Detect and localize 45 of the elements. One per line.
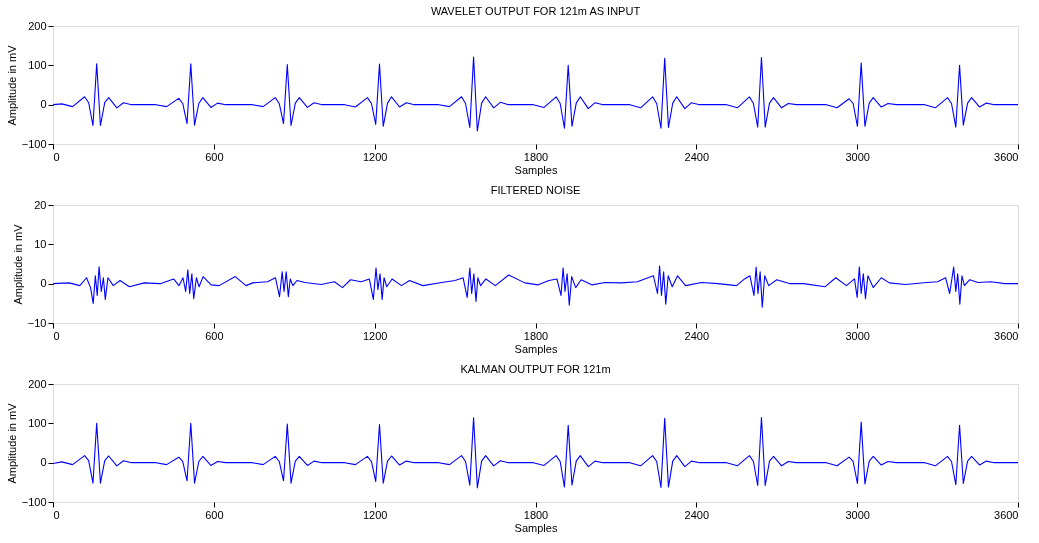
line-series — [53, 416, 1018, 489]
x-tick-label: 600 — [205, 508, 224, 521]
x-axis-title: Samples — [514, 342, 558, 355]
y-tick-label: 0 — [40, 277, 47, 290]
y-axis-title: Amplitude in mV — [11, 223, 24, 305]
x-tick-label: 3600 — [994, 508, 1019, 521]
y-tick-label: 20 — [34, 198, 47, 211]
y-tick-label: 10 — [34, 237, 47, 250]
x-tick-label: 3600 — [994, 150, 1019, 163]
x-tick-label: 0 — [53, 329, 60, 342]
x-tick-label: 2400 — [684, 329, 710, 342]
y-tick-label: 200 — [28, 19, 47, 32]
x-tick-label: 0 — [53, 150, 60, 163]
x-tick-label: 600 — [205, 150, 224, 163]
y-tick-label: −100 — [21, 495, 47, 508]
x-tick-label: 1800 — [523, 508, 549, 521]
y-axis-title: Amplitude in mV — [5, 402, 18, 484]
y-tick-label: 200 — [28, 377, 47, 390]
x-tick-label: 3000 — [845, 150, 870, 163]
x-axis-title: Samples — [514, 521, 558, 534]
x-tick-label: 3000 — [845, 329, 870, 342]
y-tick-label: 0 — [40, 456, 47, 469]
x-tick-label: 3600 — [994, 329, 1019, 342]
y-tick-label: 0 — [40, 98, 47, 111]
y-tick-label: 100 — [28, 416, 47, 429]
y-axis-title: Amplitude in mV — [5, 44, 18, 126]
x-axis-title: Samples — [514, 163, 558, 176]
chart-title: KALMAN OUTPUT FOR 121m — [460, 363, 611, 375]
x-tick-label: 1800 — [523, 150, 549, 163]
x-tick-label: 0 — [53, 508, 60, 521]
y-tick-label: −10 — [27, 316, 47, 329]
x-tick-label: 3000 — [845, 508, 870, 521]
x-tick-label: 1200 — [362, 150, 388, 163]
x-tick-label: 2400 — [684, 150, 710, 163]
x-tick-label: 1200 — [362, 508, 388, 521]
chart-title: WAVELET OUTPUT FOR 121m AS INPUT — [430, 5, 641, 17]
x-tick-label: 2400 — [684, 508, 710, 521]
y-tick-label: 100 — [28, 58, 47, 71]
line-series — [53, 265, 1018, 308]
line-series — [53, 56, 1018, 132]
x-tick-label: 1200 — [362, 329, 388, 342]
x-tick-label: 600 — [205, 329, 224, 342]
chart-title: FILTERED NOISE — [490, 184, 581, 196]
x-tick-label: 1800 — [523, 329, 549, 342]
y-tick-label: −100 — [21, 137, 47, 150]
